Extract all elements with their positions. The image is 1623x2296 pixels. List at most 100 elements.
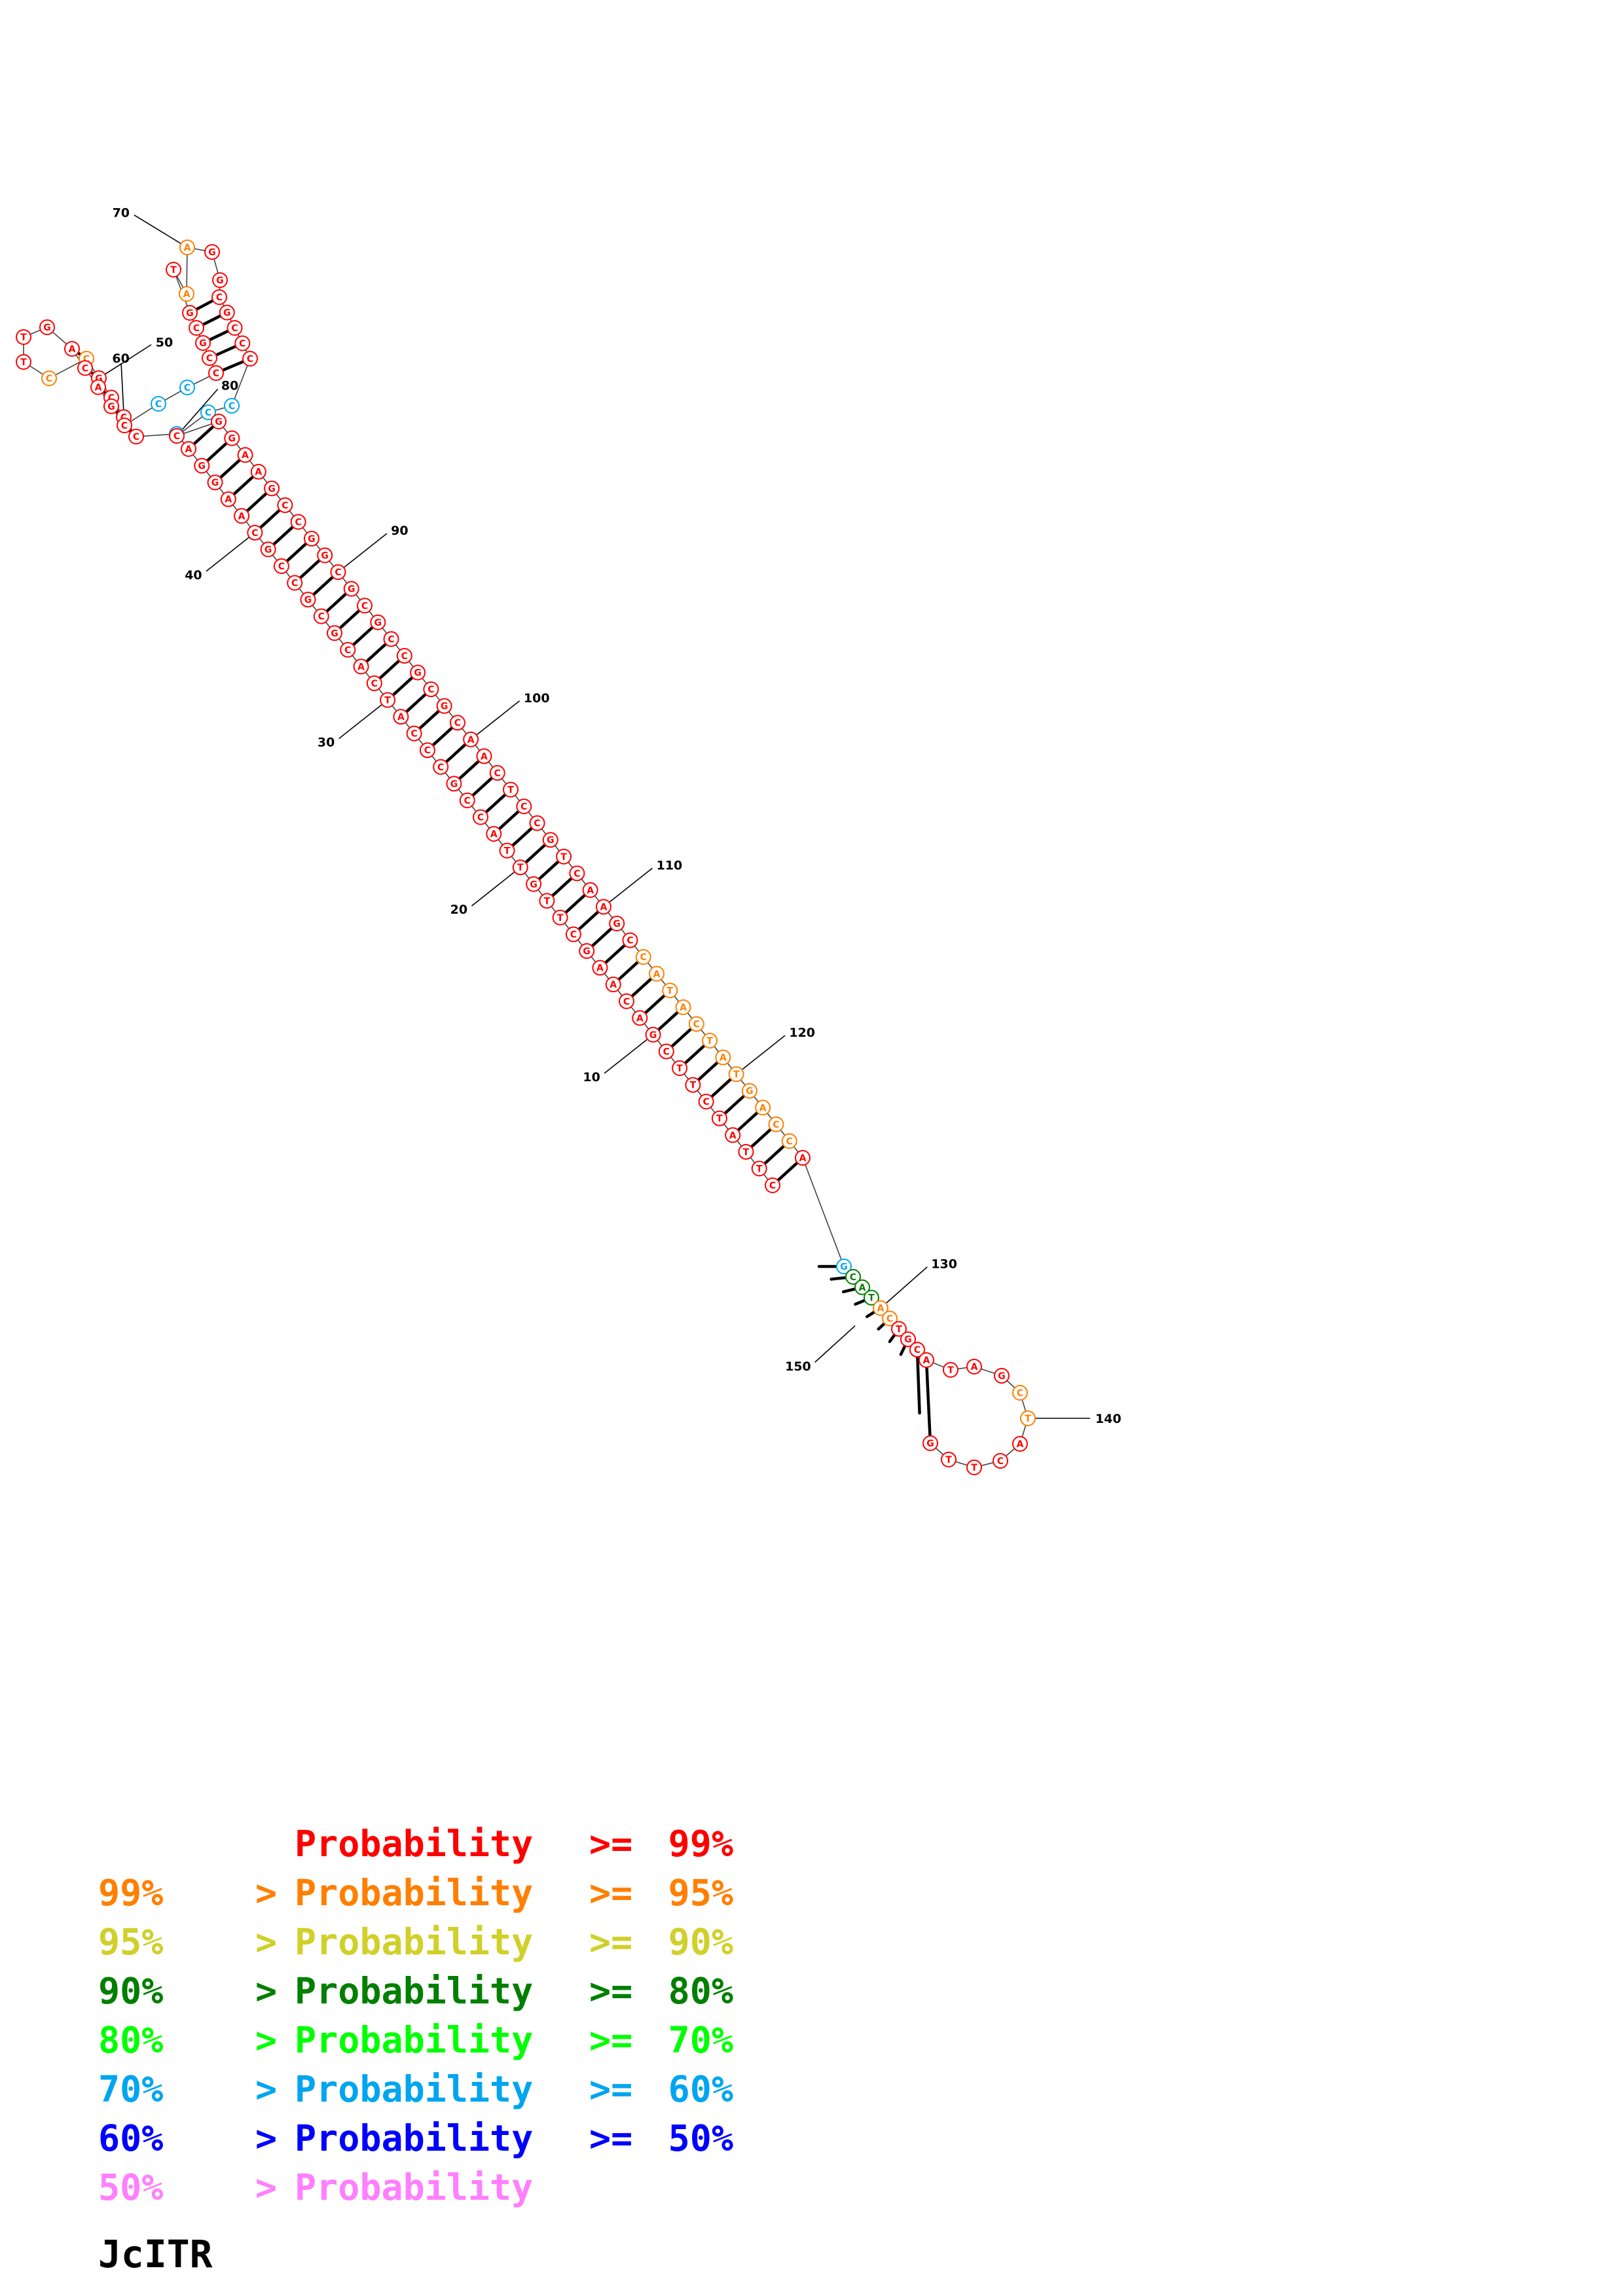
- nucleotide-circle: [1012, 1385, 1028, 1401]
- nucleotide: C: [234, 335, 251, 351]
- base-pair-bond: [259, 509, 282, 529]
- nucleotide-letter: A: [720, 1053, 727, 1064]
- nucleotide: A: [715, 1049, 731, 1066]
- nucleotide-circle: [565, 926, 581, 942]
- nucleotide-letter: C: [231, 323, 238, 334]
- nucleotide-letter: T: [733, 1069, 740, 1080]
- base-pair-bond: [192, 425, 215, 446]
- nucleotide-letter: C: [464, 796, 471, 806]
- nucleotide: A: [234, 508, 250, 524]
- nucleotide-letter: G: [998, 1371, 1006, 1382]
- nucleotide-circle: [845, 1268, 861, 1285]
- nucleotide-circle: [595, 899, 611, 915]
- nucleotide: C: [993, 1453, 1008, 1469]
- nucleotide-circle: [446, 776, 462, 792]
- base-pair-bond: [854, 1299, 867, 1306]
- nucleotide-letter: G: [208, 247, 216, 258]
- nucleotide-letter: A: [636, 1013, 644, 1024]
- nucleotide: G: [922, 1435, 938, 1451]
- nucleotide: C: [208, 365, 224, 381]
- position-label: 90: [391, 524, 408, 538]
- base-pair-bond: [458, 759, 481, 781]
- nucleotide-letter: T: [170, 265, 177, 276]
- nucleotide-letter: T: [384, 696, 391, 706]
- nucleotide: G: [182, 305, 198, 321]
- nucleotide-circle: [277, 497, 293, 513]
- nucleotide-circle: [836, 1259, 852, 1274]
- nucleotide-circle: [204, 244, 220, 260]
- nucleotide-circle: [526, 876, 542, 892]
- nucleotide-letter: G: [198, 461, 206, 472]
- position-tick: [742, 1035, 786, 1070]
- nucleotide-letter: C: [193, 323, 200, 334]
- base-pair-bond: [925, 1365, 932, 1438]
- nucleotide: T: [539, 893, 555, 909]
- nucleotide-letter: T: [560, 852, 567, 863]
- nucleotide-letter: C: [424, 745, 431, 756]
- nucleotide-letter: A: [877, 1304, 884, 1314]
- nucleotide-letter: T: [666, 986, 673, 996]
- nucleotide-letter: A: [729, 1130, 737, 1141]
- base-pair-bond: [484, 793, 507, 814]
- nucleotide: T: [941, 1452, 957, 1467]
- nucleotide: A: [632, 1010, 648, 1026]
- nucleotide: T: [711, 1110, 727, 1126]
- nucleotide: G: [303, 530, 319, 547]
- nucleotide-circle: [993, 1453, 1008, 1469]
- base-pair-bond: [551, 876, 574, 898]
- base-pair-bond: [498, 810, 520, 831]
- nucleotide-letter: G: [304, 595, 312, 605]
- nucleotide-letter: C: [213, 368, 219, 379]
- nucleotide-circle: [592, 960, 608, 976]
- nucleotide-letter: A: [600, 902, 607, 912]
- nucleotide: T: [166, 262, 181, 278]
- nucleotide: C: [635, 949, 651, 965]
- nucleotide: C: [77, 360, 93, 376]
- nucleotide-circle: [219, 304, 235, 321]
- base-pair-bond: [325, 592, 348, 613]
- nucleotide: C: [41, 370, 57, 386]
- nucleotide-circle: [619, 993, 634, 1009]
- nucleotide: C: [273, 558, 289, 574]
- nucleotide-letter: C: [454, 718, 461, 728]
- nucleotide-letter: C: [401, 651, 408, 662]
- nucleotide-circle: [151, 396, 166, 412]
- nucleotide-circle: [128, 429, 144, 444]
- nucleotide-circle: [943, 1362, 958, 1378]
- nucleotide-letter: C: [205, 408, 211, 418]
- legend-ge: [589, 2163, 655, 2212]
- nucleotide-letter: C: [786, 1136, 793, 1147]
- base-pair-bond: [391, 675, 414, 697]
- nucleotide: C: [459, 792, 475, 808]
- nucleotide-circle: [499, 842, 515, 859]
- nucleotide-circle: [463, 731, 479, 747]
- nucleotide-letter: G: [264, 545, 272, 555]
- legend-suffix: 95%: [668, 1872, 733, 1914]
- nucleotide-circle: [994, 1368, 1010, 1384]
- nucleotide-letter: C: [428, 685, 434, 695]
- nucleotide: C: [768, 1116, 784, 1132]
- nucleotide-circle: [941, 1452, 957, 1467]
- nucleotide: C: [1012, 1385, 1028, 1401]
- nucleotide-letter: G: [414, 668, 422, 679]
- nucleotide-letter: G: [43, 323, 51, 333]
- nucleotide-letter: A: [183, 289, 191, 300]
- nucleotide-letter: A: [1017, 1439, 1024, 1450]
- nucleotide-letter: G: [530, 880, 538, 890]
- nucleotide-letter: C: [663, 1047, 670, 1057]
- nucleotide: C: [357, 598, 373, 614]
- position-label: 60: [112, 351, 129, 366]
- legend-row: 70% > Probability >= 60%: [98, 2065, 733, 2114]
- legend-gt: >: [255, 2068, 278, 2110]
- nucleotide: C: [909, 1342, 925, 1358]
- nucleotide-circle: [410, 664, 426, 681]
- nucleotide-circle: [179, 286, 194, 302]
- base-pair-bond: [431, 726, 454, 747]
- nucleotide-letter: C: [477, 813, 484, 823]
- nucleotide-letter: G: [441, 702, 448, 712]
- base-pair-bond: [657, 1011, 680, 1031]
- nucleotide-circle: [181, 441, 196, 457]
- nucleotide: C: [383, 631, 399, 647]
- base-pair-bond: [617, 960, 640, 982]
- nucleotide-circle: [556, 848, 572, 865]
